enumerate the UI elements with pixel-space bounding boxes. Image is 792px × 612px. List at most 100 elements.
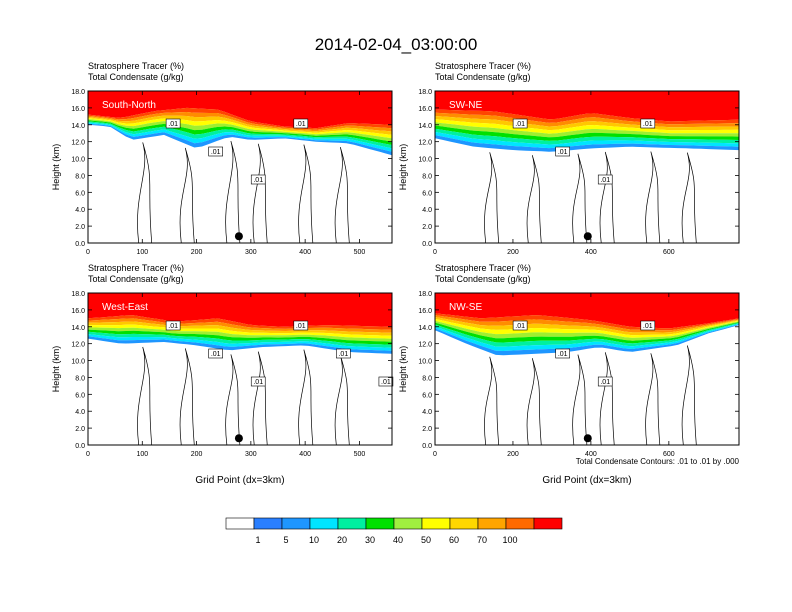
condensate-contour-2 — [179, 147, 195, 243]
panel-label: South-North — [102, 100, 156, 111]
condensate-contour-3 — [225, 140, 241, 243]
tracer-shading — [435, 91, 739, 243]
x-tick-label: 500 — [354, 249, 366, 256]
panel-label: NW-SE — [449, 302, 482, 313]
tracer-band-5 — [88, 324, 392, 339]
contour-label-4: .01 — [293, 320, 309, 331]
tracer-band-2 — [88, 107, 392, 130]
tracer-band-8 — [435, 128, 739, 145]
condensate-contour-3 — [572, 354, 588, 445]
colorbar-label-10: 100 — [502, 535, 517, 545]
tracer-band-9 — [88, 122, 392, 152]
tracer-band-7 — [88, 329, 392, 345]
condensate-contour-1 — [484, 152, 500, 243]
tracer-band-4 — [435, 317, 739, 336]
contour-label-box — [512, 320, 528, 331]
colorbar-label-8: 60 — [449, 535, 459, 545]
y-tick-label: 2.0 — [75, 224, 85, 231]
contour-label-text: .01 — [296, 121, 306, 128]
x-tick-label: 0 — [86, 451, 90, 458]
y-tick-label: 8.0 — [75, 375, 85, 382]
x-tick-label: 0 — [433, 451, 437, 458]
condensate-contour-4 — [252, 351, 268, 445]
tracer-band-9 — [435, 323, 739, 351]
tracer-band-7 — [435, 322, 739, 344]
y-tick-label: 0.0 — [422, 241, 432, 248]
colorbar-swatch-6 — [365, 517, 395, 530]
y-tick-label: 16.0 — [418, 106, 432, 113]
y-tick-label: 4.0 — [422, 409, 432, 416]
y-tick-label: 6.0 — [422, 392, 432, 399]
contour-label-4: .01 — [640, 320, 656, 331]
colorbar-swatch-1 — [225, 517, 255, 530]
contour-label-4: .01 — [293, 118, 309, 129]
contour-label-text: .01 — [558, 149, 568, 156]
y-tick-label: 8.0 — [422, 173, 432, 180]
y-tick-label: 10.0 — [418, 157, 432, 164]
contour-label-2: .01 — [555, 146, 570, 157]
x-axis-label: Grid Point (dx=3km) — [195, 475, 284, 486]
condensate-contour-4 — [599, 151, 615, 243]
tracer-band-1 — [435, 293, 739, 329]
y-tick-label: 14.0 — [418, 123, 432, 130]
contour-label-text: .01 — [643, 323, 653, 330]
panel-frame — [87, 292, 393, 446]
tracer-band-6 — [435, 320, 739, 341]
x-tick-label: 100 — [136, 451, 148, 458]
tracer-band-4 — [88, 321, 392, 336]
tracer-band-6 — [88, 327, 392, 342]
x-tick-label: 200 — [507, 451, 519, 458]
panel-subtitle-condensate: Total Condensate (g/kg) — [435, 274, 531, 284]
contour-label-1: .01 — [165, 320, 181, 331]
x-tick-label: 0 — [86, 249, 90, 256]
tracer-band-3 — [88, 318, 392, 333]
condensate-contour-3 — [225, 354, 241, 445]
condensate-contour-6 — [681, 152, 697, 243]
condensate-contour-6 — [334, 147, 350, 243]
tracer-band-2 — [435, 109, 739, 125]
contour-label-box — [555, 146, 570, 157]
tracer-band-3 — [88, 112, 392, 132]
contour-label-box — [640, 118, 656, 129]
y-tick-label: 18.0 — [71, 89, 85, 96]
x-tick-label: 600 — [663, 451, 675, 458]
condensate-contour-1 — [137, 142, 153, 243]
y-tick-label: 8.0 — [422, 375, 432, 382]
contour-label-box — [293, 118, 309, 129]
panel-subtitle-condensate: Total Condensate (g/kg) — [88, 274, 184, 284]
tracer-band-2 — [88, 315, 392, 330]
contour-label-6: .01 — [378, 376, 394, 387]
x-tick-label: 400 — [585, 451, 597, 458]
x-axis-label: Grid Point (dx=3km) — [542, 475, 631, 486]
condensate-contour-2 — [526, 358, 542, 445]
panel-subtitle-condensate: Total Condensate (g/kg) — [88, 72, 184, 82]
colorbar-label-2: 5 — [283, 535, 288, 545]
contour-label-3: .01 — [250, 376, 266, 387]
panel-label: SW-NE — [449, 100, 482, 111]
contour-label-text: .01 — [600, 177, 610, 184]
contour-label-box — [378, 376, 394, 387]
colorbar-label-4: 20 — [337, 535, 347, 545]
contour-label-box — [208, 146, 223, 157]
panel-subtitle-tracer: Stratosphere Tracer (%) — [88, 61, 184, 71]
panel-frame — [434, 292, 740, 446]
location-marker — [234, 232, 243, 241]
location-marker — [583, 232, 592, 241]
location-marker — [583, 434, 592, 443]
y-tick-label: 10.0 — [71, 157, 85, 164]
x-tick-label: 200 — [191, 249, 203, 256]
condensate-contour-1 — [484, 356, 500, 445]
x-tick-label: 600 — [663, 249, 675, 256]
panel-subtitle-tracer: Stratosphere Tracer (%) — [435, 61, 531, 71]
y-tick-label: 4.0 — [75, 409, 85, 416]
colorbar-label-3: 10 — [309, 535, 319, 545]
y-axis-label: Height (km) — [398, 346, 408, 393]
y-tick-label: 10.0 — [71, 359, 85, 366]
contour-label-box — [640, 320, 656, 331]
contour-label-2: .01 — [555, 348, 570, 359]
x-tick-label: 300 — [245, 451, 257, 458]
y-axis-label: Height (km) — [398, 144, 408, 191]
y-tick-label: 16.0 — [71, 308, 85, 315]
y-tick-label: 8.0 — [75, 173, 85, 180]
